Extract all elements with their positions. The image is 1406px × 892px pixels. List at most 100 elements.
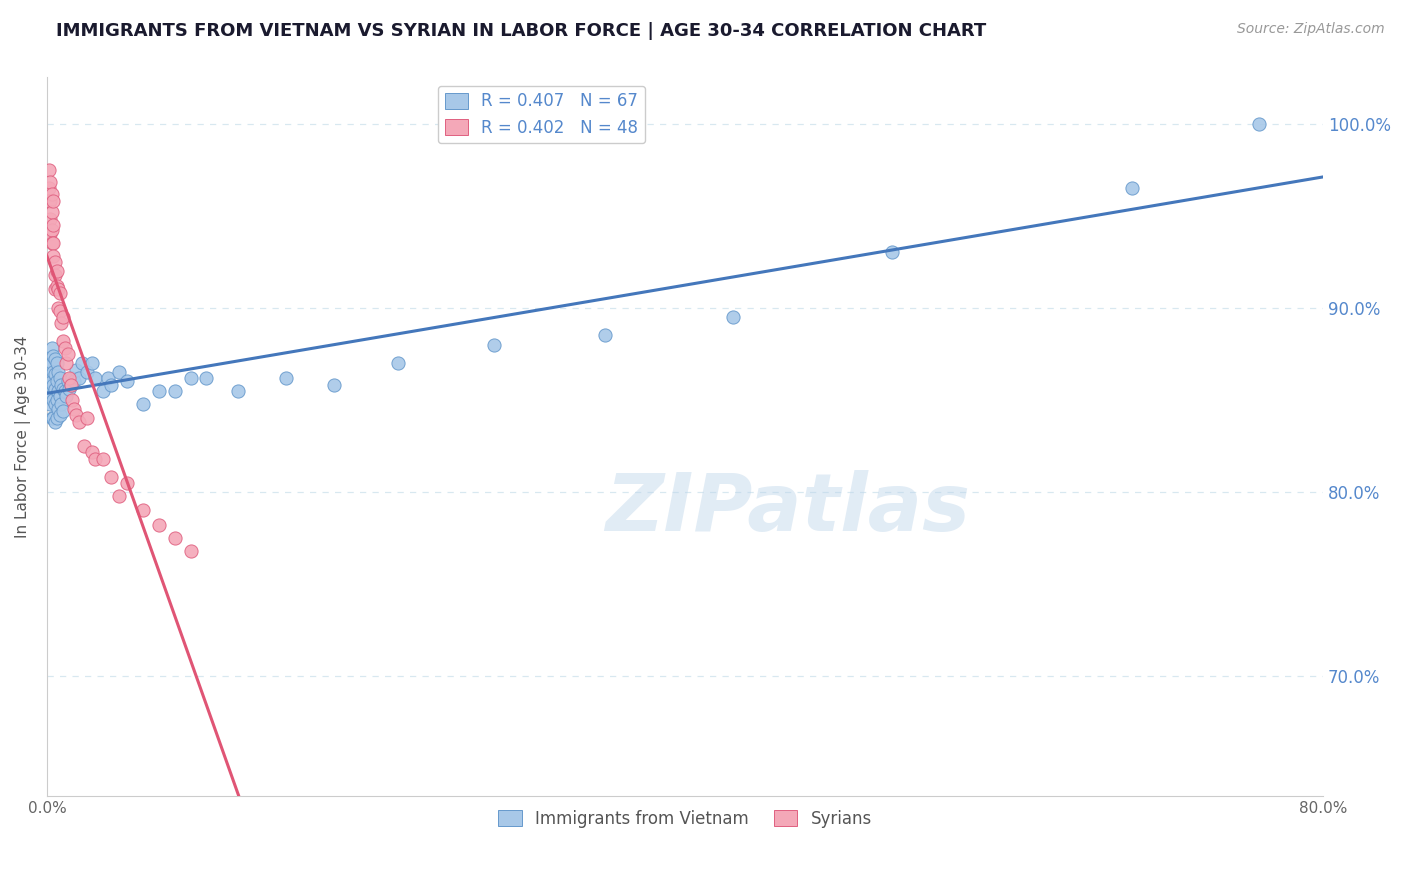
- Point: [131, 396, 153, 410]
- Point: [44, 254, 66, 268]
- Point: [63, 402, 86, 417]
- Point: [42, 349, 65, 363]
- Point: [65, 363, 87, 377]
- Point: [595, 328, 617, 343]
- Point: [44, 352, 66, 367]
- Point: [48, 304, 70, 318]
- Point: [44, 367, 66, 381]
- Point: [41, 205, 63, 219]
- Point: [39, 212, 62, 227]
- Point: [83, 451, 105, 466]
- Text: ZIPatlas: ZIPatlas: [605, 469, 970, 548]
- Point: [48, 286, 70, 301]
- Point: [44, 396, 66, 410]
- Point: [52, 334, 75, 348]
- Point: [180, 371, 202, 385]
- Point: [163, 531, 186, 545]
- Point: [44, 268, 66, 282]
- Point: [59, 378, 82, 392]
- Point: [1121, 181, 1143, 195]
- Point: [42, 236, 65, 251]
- Point: [107, 489, 129, 503]
- Point: [44, 415, 66, 429]
- Point: [46, 365, 69, 379]
- Point: [387, 356, 409, 370]
- Point: [721, 310, 744, 324]
- Point: [42, 365, 65, 379]
- Point: [41, 236, 63, 251]
- Point: [80, 444, 103, 458]
- Point: [38, 384, 60, 398]
- Point: [67, 415, 90, 429]
- Point: [48, 408, 70, 422]
- Point: [55, 356, 77, 370]
- Text: IMMIGRANTS FROM VIETNAM VS SYRIAN IN LABOR FORCE | AGE 30-34 CORRELATION CHART: IMMIGRANTS FROM VIETNAM VS SYRIAN IN LAB…: [56, 22, 987, 40]
- Point: [45, 375, 67, 389]
- Point: [46, 384, 69, 398]
- Point: [42, 249, 65, 263]
- Point: [42, 378, 65, 392]
- Point: [44, 382, 66, 396]
- Point: [62, 392, 84, 407]
- Point: [45, 356, 67, 370]
- Point: [163, 384, 186, 398]
- Point: [91, 384, 114, 398]
- Point: [53, 341, 76, 355]
- Point: [39, 227, 62, 241]
- Point: [39, 194, 62, 208]
- Point: [76, 365, 98, 379]
- Point: [115, 475, 138, 490]
- Point: [48, 371, 70, 385]
- Point: [38, 181, 60, 195]
- Point: [41, 186, 63, 201]
- Point: [41, 223, 63, 237]
- Point: [148, 518, 170, 533]
- Point: [276, 371, 298, 385]
- Point: [45, 278, 67, 293]
- Point: [195, 371, 218, 385]
- Point: [52, 382, 75, 396]
- Point: [42, 392, 65, 407]
- Point: [48, 389, 70, 403]
- Point: [39, 359, 62, 374]
- Point: [73, 439, 96, 453]
- Point: [39, 396, 62, 410]
- Point: [41, 341, 63, 355]
- Point: [80, 356, 103, 370]
- Point: [42, 218, 65, 232]
- Point: [76, 411, 98, 425]
- Point: [65, 408, 87, 422]
- Point: [1249, 116, 1271, 130]
- Point: [58, 382, 80, 396]
- Point: [52, 310, 75, 324]
- Point: [323, 378, 346, 392]
- Point: [41, 375, 63, 389]
- Point: [97, 371, 120, 385]
- Point: [39, 378, 62, 392]
- Point: [41, 389, 63, 403]
- Point: [46, 301, 69, 315]
- Point: [44, 282, 66, 296]
- Point: [100, 470, 122, 484]
- Point: [45, 411, 67, 425]
- Point: [228, 384, 250, 398]
- Text: Source: ZipAtlas.com: Source: ZipAtlas.com: [1237, 22, 1385, 37]
- Point: [51, 396, 73, 410]
- Point: [882, 245, 904, 260]
- Point: [38, 194, 60, 208]
- Point: [91, 451, 114, 466]
- Point: [83, 371, 105, 385]
- Point: [107, 365, 129, 379]
- Point: [131, 503, 153, 517]
- Point: [38, 162, 60, 177]
- Point: [41, 356, 63, 370]
- Point: [46, 282, 69, 296]
- Point: [59, 378, 82, 392]
- Point: [53, 384, 76, 398]
- Point: [180, 544, 202, 558]
- Point: [56, 347, 79, 361]
- Point: [38, 371, 60, 385]
- Point: [67, 371, 90, 385]
- Point: [51, 316, 73, 330]
- Point: [58, 371, 80, 385]
